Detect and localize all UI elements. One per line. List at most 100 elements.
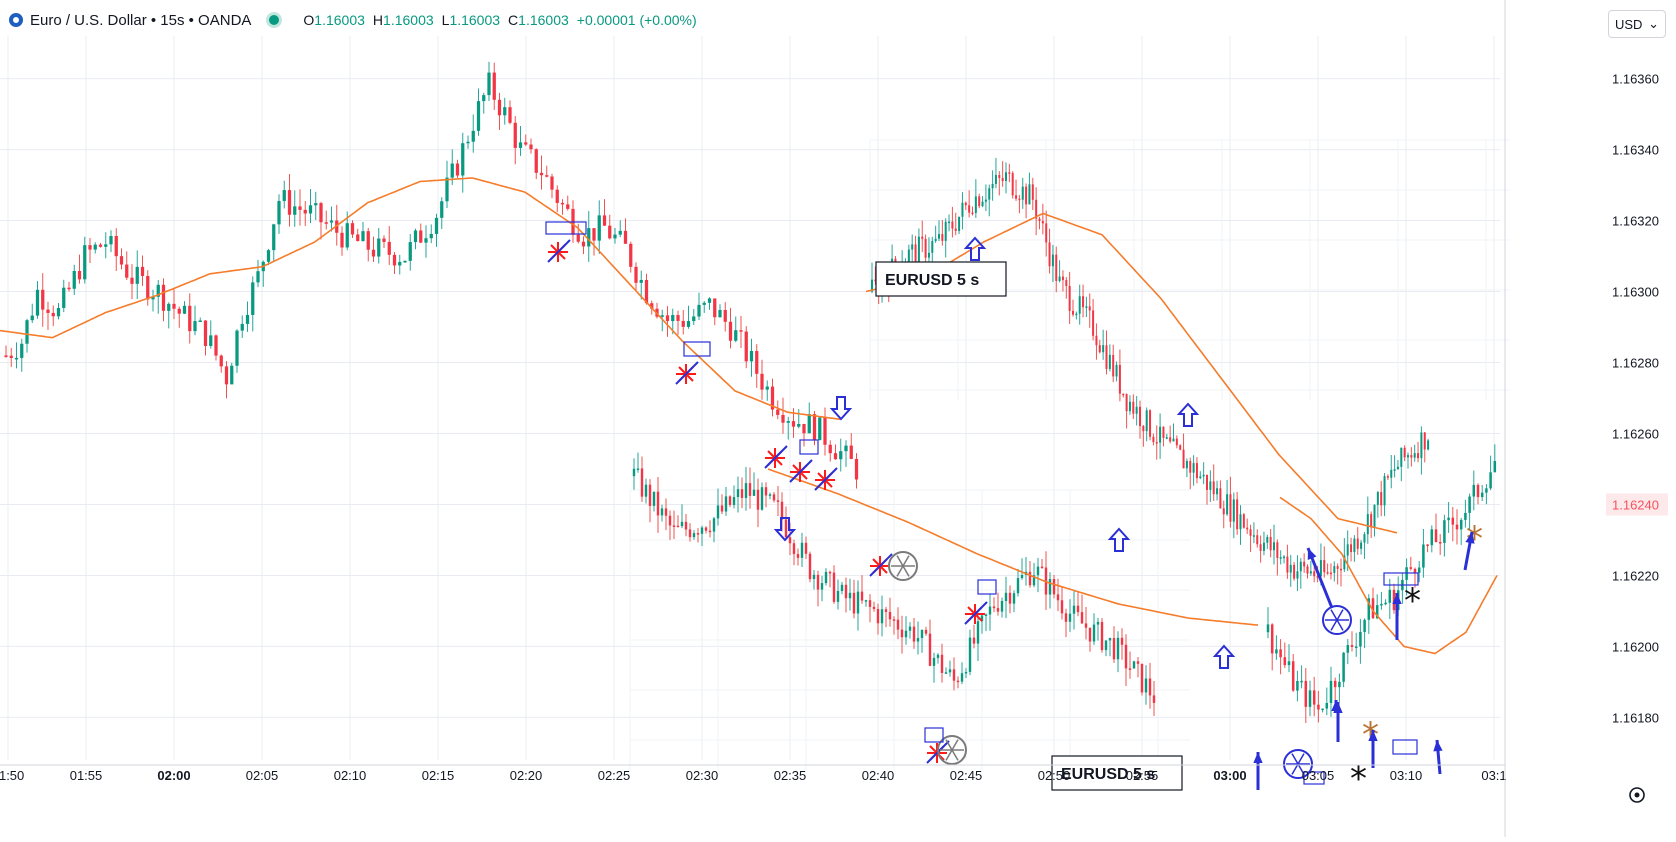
candle-body	[1427, 440, 1430, 450]
candle	[940, 643, 944, 683]
candle-body	[823, 417, 827, 445]
candle-body	[424, 238, 428, 243]
candle	[1192, 455, 1195, 486]
asterisk-icon: *	[1350, 759, 1367, 799]
currency-select[interactable]: USD ⌄	[1608, 10, 1666, 38]
candle	[852, 579, 856, 619]
candle-body	[1195, 463, 1198, 479]
candle	[684, 514, 688, 537]
high-label: H	[372, 12, 384, 28]
candle-body	[1313, 571, 1316, 577]
candle-body	[1400, 447, 1403, 467]
candle-body	[1149, 410, 1152, 437]
candle-body	[1048, 242, 1051, 267]
candle-body	[668, 515, 672, 526]
candle	[329, 206, 334, 232]
range-box	[799, 439, 819, 455]
candle	[981, 196, 984, 208]
candle-body	[1376, 492, 1379, 505]
candle	[1376, 491, 1379, 518]
candle	[9, 347, 13, 367]
candle	[413, 228, 418, 250]
candle	[1128, 651, 1132, 679]
candle-body	[1438, 542, 1442, 544]
candle	[1396, 459, 1399, 470]
candle-body	[1068, 613, 1072, 622]
candle	[1165, 433, 1168, 440]
candle	[1018, 195, 1021, 214]
symbol-title[interactable]: Euro / U.S. Dollar • 15s • OANDA	[30, 11, 252, 29]
candle-body	[329, 220, 334, 223]
candle-body	[1375, 605, 1379, 619]
candle-body	[35, 289, 40, 316]
candle-body	[492, 72, 496, 100]
candle-body	[1072, 605, 1076, 614]
candle-body	[1289, 564, 1292, 573]
candle-body	[256, 271, 260, 283]
candle-body	[1316, 576, 1319, 578]
candle-body	[681, 320, 685, 327]
candle	[272, 223, 276, 261]
candle	[632, 458, 636, 490]
candle	[1455, 509, 1459, 545]
candle-body	[828, 571, 832, 574]
candle-body	[1371, 598, 1375, 619]
candle-body	[240, 323, 244, 331]
candle-body	[1312, 690, 1316, 705]
candle-body	[524, 142, 528, 145]
candle	[629, 241, 633, 273]
candle	[984, 613, 988, 632]
candle	[823, 407, 827, 456]
candle-body	[1239, 514, 1242, 530]
candle-body	[1216, 488, 1219, 495]
candle	[744, 467, 748, 511]
candle	[792, 539, 796, 566]
candle-body	[927, 252, 930, 258]
asterisk-icon	[547, 239, 571, 263]
market-status-dot-icon[interactable]	[269, 15, 280, 25]
candle-body	[892, 619, 896, 621]
candle	[998, 171, 1001, 196]
candle	[1222, 500, 1225, 529]
candle	[1325, 687, 1329, 716]
candle	[840, 581, 844, 595]
candle	[734, 316, 738, 343]
candle	[518, 125, 523, 156]
x-tick-label: 02:00	[157, 768, 190, 783]
candle	[644, 478, 648, 504]
candle	[972, 624, 976, 649]
candle-body	[1041, 220, 1044, 224]
candle-body	[466, 141, 470, 144]
candle-body	[555, 189, 559, 203]
candle	[224, 361, 229, 399]
range-box	[924, 727, 944, 743]
candle	[429, 224, 433, 244]
candle	[1354, 632, 1358, 657]
candle	[1380, 480, 1383, 517]
candle	[277, 194, 281, 234]
candle	[1326, 563, 1329, 575]
candle-body	[644, 279, 649, 304]
candle	[1216, 480, 1219, 501]
candle-body	[503, 107, 507, 116]
candle	[723, 302, 727, 332]
candle-body	[1104, 640, 1108, 651]
candle-body	[1373, 504, 1376, 528]
candle	[1329, 563, 1332, 580]
candle	[1333, 677, 1337, 702]
candle-body	[636, 468, 640, 470]
moving-average-line	[1279, 496, 1498, 655]
candle	[1048, 572, 1052, 609]
asterisk-icon	[789, 459, 813, 483]
candle-body	[998, 175, 1001, 178]
candle	[1011, 171, 1014, 199]
x-tick-label: 02:05	[246, 768, 279, 783]
ohlc-values: O1.16003 H1.16003 L1.16003 C1.16003 +0.0…	[303, 12, 696, 28]
candle-body	[728, 321, 733, 341]
candle	[936, 653, 940, 664]
last-price-bg	[1606, 493, 1668, 516]
candle-body	[1266, 536, 1269, 543]
candle	[1219, 480, 1222, 509]
